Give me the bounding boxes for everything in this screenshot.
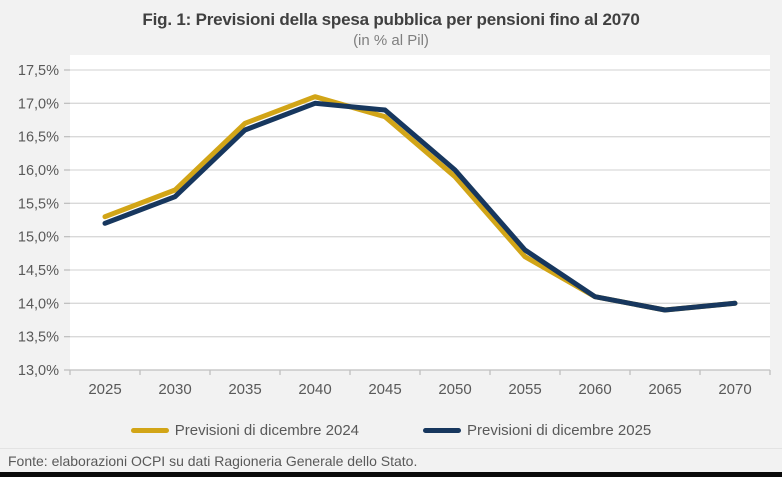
x-tick-label: 2035 [228, 381, 261, 398]
y-tick-label: 13,5% [18, 330, 59, 346]
x-tick-label: 2070 [718, 381, 751, 398]
x-tick-label: 2065 [648, 381, 681, 398]
x-tick-label: 2050 [438, 381, 471, 398]
plot-background [70, 55, 770, 370]
legend-line-swatch [423, 427, 461, 433]
legend-label: Previsioni di dicembre 2025 [467, 421, 652, 439]
y-tick-label: 17,5% [18, 63, 59, 79]
x-tick-label: 2030 [158, 381, 191, 398]
y-tick-label: 17,0% [18, 96, 59, 112]
chart-title: Fig. 1: Previsioni della spesa pubblica … [142, 10, 640, 29]
y-tick-label: 15,0% [18, 230, 59, 246]
chart-subtitle: (in % al Pil) [353, 32, 429, 49]
y-tick-label: 16,5% [18, 130, 59, 146]
y-tick-label: 13,0% [18, 363, 59, 379]
source-note-text: Fonte: elaborazioni OCPI su dati Ragione… [8, 453, 418, 469]
legend-item-2024: Previsioni di dicembre 2024 [130, 421, 359, 439]
x-tick-label: 2055 [508, 381, 541, 398]
y-tick-label: 16,0% [18, 163, 59, 179]
bottom-border-bar [0, 472, 782, 477]
x-tick-label: 2025 [88, 381, 121, 398]
x-tick-label: 2060 [578, 381, 611, 398]
legend-line-swatch [130, 427, 169, 433]
x-tick-label: 2040 [298, 381, 331, 398]
legend-item-2025: Previsioni di dicembre 2025 [423, 422, 651, 439]
series-line-2025 [102, 100, 738, 313]
source-note: Fonte: elaborazioni OCPI su dati Ragione… [0, 448, 782, 472]
line-chart-plot-area: 17,5% 17,0% 16,5% 16,0% 15,5% 15,0% 14,5% 14,0%… [18, 55, 771, 398]
y-tick-label: 14,5% [18, 263, 59, 279]
legend-label: Previsioni di dicembre 2024 [174, 421, 359, 439]
y-tick-label: 14,0% [18, 296, 59, 312]
x-tick-label: 2045 [368, 381, 401, 398]
chart-legend: Previsioni di dicembre 2024 Previsioni di… [0, 417, 782, 443]
y-tick-label: 15,5% [18, 196, 59, 212]
